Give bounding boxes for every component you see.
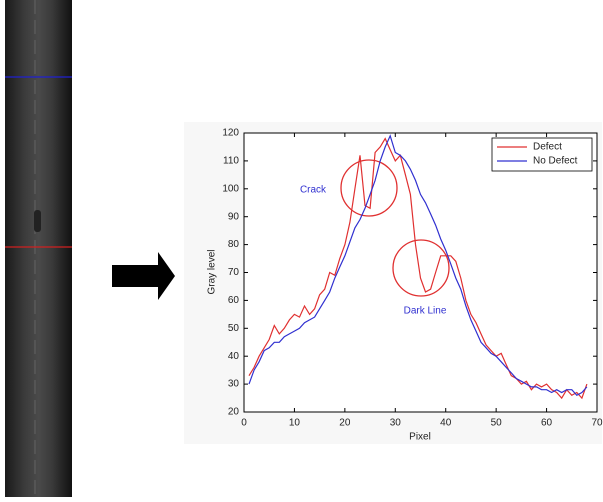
y-tick-label: 30 xyxy=(228,379,240,390)
y-tick-label: 40 xyxy=(228,351,240,362)
x-tick-label: 30 xyxy=(390,418,402,429)
x-tick-label: 50 xyxy=(491,418,503,429)
annotation: Crack xyxy=(300,185,327,196)
series-line xyxy=(248,134,588,397)
y-tick-label: 50 xyxy=(228,323,240,334)
sample-image xyxy=(5,0,72,497)
crack-circle xyxy=(340,159,398,217)
arrow xyxy=(112,252,175,300)
x-tick-label: 20 xyxy=(339,418,351,429)
plot-area xyxy=(243,132,598,413)
y-tick-label: 60 xyxy=(228,295,240,306)
legend: Defect No Defect xyxy=(491,137,593,172)
legend-label: Defect xyxy=(533,142,562,153)
y-tick-label: 110 xyxy=(223,156,239,167)
y-axis-label: Gray level xyxy=(207,249,218,294)
y-tick-label: 120 xyxy=(222,128,239,139)
y-tick-label: 80 xyxy=(228,239,240,250)
dark-line-circle xyxy=(392,239,450,297)
legend-label: No Defect xyxy=(533,156,578,167)
y-tick-label: 90 xyxy=(228,211,240,222)
series-line xyxy=(248,137,588,400)
annotation: Dark Line xyxy=(404,306,447,317)
y-tick-label: 100 xyxy=(222,183,239,194)
x-tick-label: 0 xyxy=(241,418,247,429)
x-tick-label: 60 xyxy=(541,418,553,429)
x-tick-label: 40 xyxy=(440,418,452,429)
x-tick-label: 10 xyxy=(289,418,301,429)
x-axis-label: Pixel xyxy=(409,432,431,443)
x-tick-label: 70 xyxy=(591,418,603,429)
y-tick-label: 70 xyxy=(228,267,240,278)
y-tick-label: 20 xyxy=(228,407,240,418)
